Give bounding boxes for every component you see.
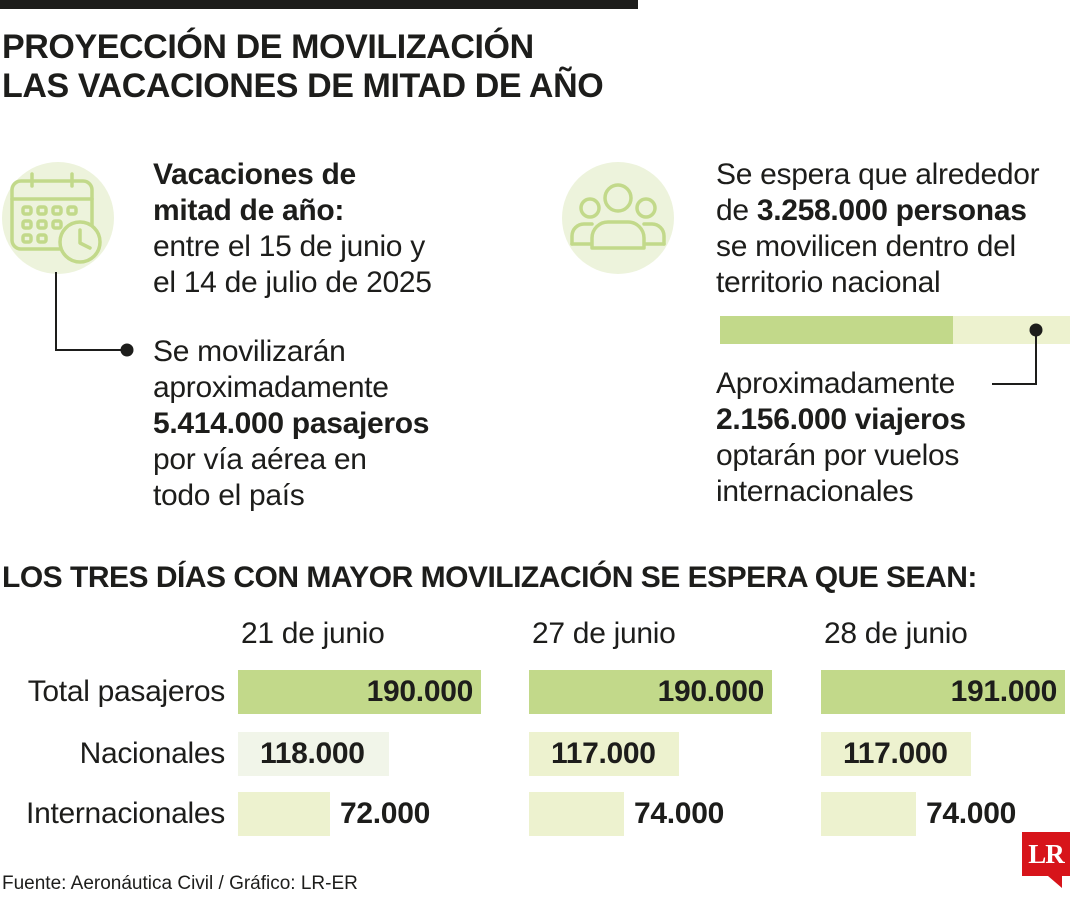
air-line-4: por vía aérea en bbox=[153, 443, 367, 476]
title-line-2: LAS VACACIONES DE MITAD DE AÑO bbox=[2, 67, 604, 105]
expected-prefix: de bbox=[716, 194, 757, 227]
share-bar-domestic bbox=[720, 316, 953, 344]
air-line-5: todo el país bbox=[153, 479, 305, 512]
calendar-clock-icon bbox=[2, 162, 114, 274]
air-connector bbox=[55, 272, 134, 357]
air-line-2: aproximadamente bbox=[153, 371, 389, 404]
share-bar bbox=[720, 316, 1070, 344]
logo-tail bbox=[1048, 876, 1062, 888]
section-subtitle: LOS TRES DÍAS CON MAYOR MOVILIZACIÓN SE … bbox=[2, 561, 977, 594]
vacation-period-1: entre el 15 de junio y bbox=[153, 230, 425, 263]
top-rule bbox=[0, 0, 638, 9]
air-passengers: Se movilizarán aproximadamente 5.414.000… bbox=[153, 334, 533, 514]
international-travelers: Aproximadamente 2.156.000 viajeros optar… bbox=[716, 366, 1076, 510]
value-label: 72.000 bbox=[340, 797, 430, 830]
expected-line-1: Se espera que alrededor bbox=[716, 158, 1040, 191]
row-label: Internacionales bbox=[26, 797, 225, 830]
intl-line-1: Aproximadamente bbox=[716, 367, 955, 400]
value-bar bbox=[529, 732, 679, 776]
value-label: 117.000 bbox=[843, 737, 948, 770]
date-header: 27 de junio bbox=[532, 617, 676, 650]
expected-line-4: territorio nacional bbox=[716, 266, 941, 299]
date-header: 21 de junio bbox=[241, 617, 385, 650]
value-bar bbox=[529, 792, 624, 836]
value-label: 190.000 bbox=[657, 675, 765, 708]
value-bar bbox=[238, 670, 481, 714]
row-label: Nacionales bbox=[79, 737, 226, 770]
value-bar bbox=[238, 792, 330, 836]
air-line-1: Se movilizarán bbox=[153, 335, 346, 368]
vacation-heading-2: mitad de año: bbox=[153, 194, 345, 227]
people-group-icon bbox=[562, 162, 674, 274]
value-label: 190.000 bbox=[366, 675, 474, 708]
value-label: 191.000 bbox=[950, 675, 1058, 708]
international-connector bbox=[992, 323, 1043, 385]
vacation-heading-1: Vacaciones de bbox=[153, 158, 356, 191]
source-note: Fuente: Aeronáutica Civil / Gráfico: LR-… bbox=[2, 873, 358, 894]
value-bar bbox=[821, 732, 971, 776]
title-line-1: PROYECCIÓN DE MOVILIZACIÓN bbox=[2, 28, 534, 66]
air-passengers-value: 5.414.000 pasajeros bbox=[153, 407, 430, 440]
value-bar bbox=[821, 792, 916, 836]
value-bar bbox=[821, 670, 1065, 714]
date-header: 28 de junio bbox=[824, 617, 968, 650]
page-title: PROYECCIÓN DE MOVILIZACIÓN LAS VACACIONE… bbox=[2, 28, 702, 106]
intl-line-4: internacionales bbox=[716, 475, 914, 508]
value-label: 117.000 bbox=[551, 737, 656, 770]
logo-text: LR bbox=[1028, 839, 1065, 869]
value-label: 118.000 bbox=[260, 737, 365, 770]
row-label: Total pasajeros bbox=[27, 675, 226, 708]
expected-value: 3.258.000 personas bbox=[756, 194, 1027, 227]
value-bar bbox=[238, 732, 389, 776]
value-label: 74.000 bbox=[926, 797, 1016, 830]
value-label: 74.000 bbox=[634, 797, 724, 830]
expected-line-3: se movilicen dentro del bbox=[716, 230, 1016, 263]
intl-line-3: optarán por vuelos bbox=[716, 439, 960, 472]
lr-logo: LR bbox=[1022, 832, 1070, 876]
vacation-period: Vacaciones de mitad de año: entre el 15 … bbox=[153, 157, 533, 301]
expected-domestic: Se espera que alrededor de 3.258.000 per… bbox=[716, 157, 1076, 301]
value-bar bbox=[529, 670, 772, 714]
intl-value: 2.156.000 viajeros bbox=[716, 403, 966, 436]
vacation-period-2: el 14 de julio de 2025 bbox=[153, 266, 432, 299]
